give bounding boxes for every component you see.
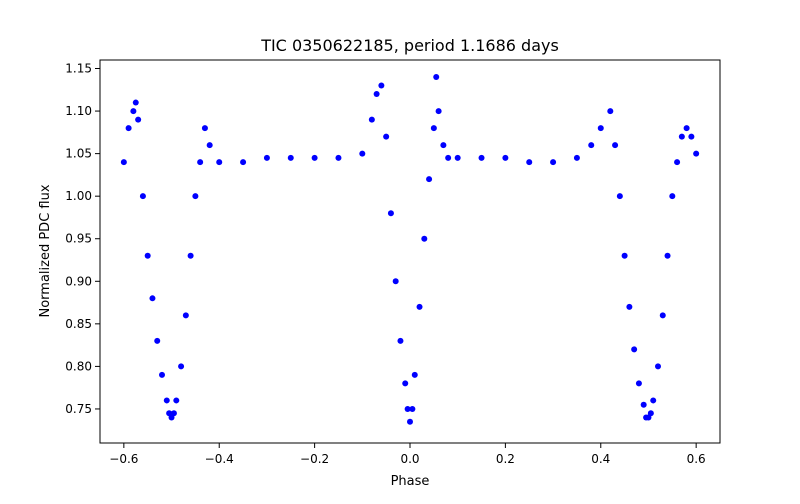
data-point [626,303,633,310]
y-axis-label: Normalized PDC flux [38,184,53,317]
data-point [201,125,208,132]
data-point [206,142,213,149]
y-tick-label: 0.95 [65,232,92,246]
data-point [440,142,447,149]
data-point [573,154,580,161]
data-point [612,142,619,149]
x-tick-label: −0.4 [205,452,234,466]
data-point [597,125,604,132]
data-point [139,193,146,200]
data-point [621,252,628,259]
data-point [683,125,690,132]
data-point [445,154,452,161]
data-point [173,397,180,404]
data-point [674,159,681,166]
data-point [454,154,461,161]
data-point [664,252,671,259]
x-tick-label: −0.2 [300,452,329,466]
data-point [688,133,695,140]
data-point [159,371,165,378]
data-point [416,303,423,310]
data-point [154,337,161,344]
data-point [135,116,142,123]
y-tick-label: 1.15 [65,62,92,76]
data-point [659,312,666,319]
data-point [435,108,442,115]
data-point [669,193,676,200]
x-axis-ticks: −0.6 −0.4 −0.2 0.0 0.2 0.4 0.6 [109,443,706,466]
data-point [311,154,318,161]
plot-frame [99,59,721,444]
data-point [197,159,204,166]
data-point [588,142,595,149]
y-tick-label: 0.90 [65,274,92,288]
data-point [478,154,485,161]
data-points [120,74,700,425]
data-point [426,176,433,183]
data-point [120,159,127,166]
data-point [402,380,409,387]
x-tick-label: 0.6 [687,452,706,466]
data-point [526,159,533,166]
data-point [616,193,623,200]
y-tick-label: 0.80 [65,359,92,373]
data-point [647,410,654,417]
x-tick-label: 0.2 [496,452,515,466]
data-point [359,150,366,157]
data-point [607,108,614,115]
data-point [125,125,132,132]
data-point [187,252,194,259]
data-point [409,405,416,412]
data-point [192,193,199,200]
data-point [178,363,185,370]
data-point [383,133,390,140]
data-point [430,125,437,132]
data-point [640,401,647,408]
data-point [216,159,223,166]
y-tick-label: 1.00 [65,189,92,203]
x-tick-label: −0.6 [109,452,138,466]
data-point [550,159,557,166]
data-point [240,159,247,166]
x-axis-label: Phase [391,474,430,489]
data-point [144,252,151,259]
data-point [182,312,189,319]
data-point [392,278,399,285]
data-point [163,397,170,404]
data-point [387,210,394,217]
data-point [335,154,342,161]
data-point [368,116,375,123]
data-point [411,371,418,378]
data-point [631,346,638,353]
data-point [149,295,156,302]
data-point [502,154,509,161]
y-axis-ticks: 0.75 0.80 0.85 0.90 0.95 1.00 1.05 1.10 1.15 [65,62,100,416]
data-point [678,133,685,140]
chart-title: TIC 0350622185, period 1.1686 days [260,36,559,55]
data-point [421,235,428,242]
data-point [130,108,137,115]
data-point [693,150,700,157]
data-point [170,410,177,417]
data-point [655,363,661,370]
data-point [407,418,413,425]
data-point [635,380,642,387]
data-point [132,99,139,106]
data-point [378,82,385,89]
y-tick-label: 1.10 [65,104,92,118]
data-point [404,405,411,412]
x-tick-label: 0.0 [400,452,419,466]
data-point [373,91,380,98]
y-tick-label: 1.05 [65,147,92,161]
data-point [433,74,440,81]
y-tick-label: 0.75 [65,402,92,416]
data-point [397,337,404,344]
y-tick-label: 0.85 [65,317,92,331]
data-point [650,397,657,404]
x-tick-label: 0.4 [591,452,610,466]
data-point [263,154,270,161]
data-point [287,154,294,161]
